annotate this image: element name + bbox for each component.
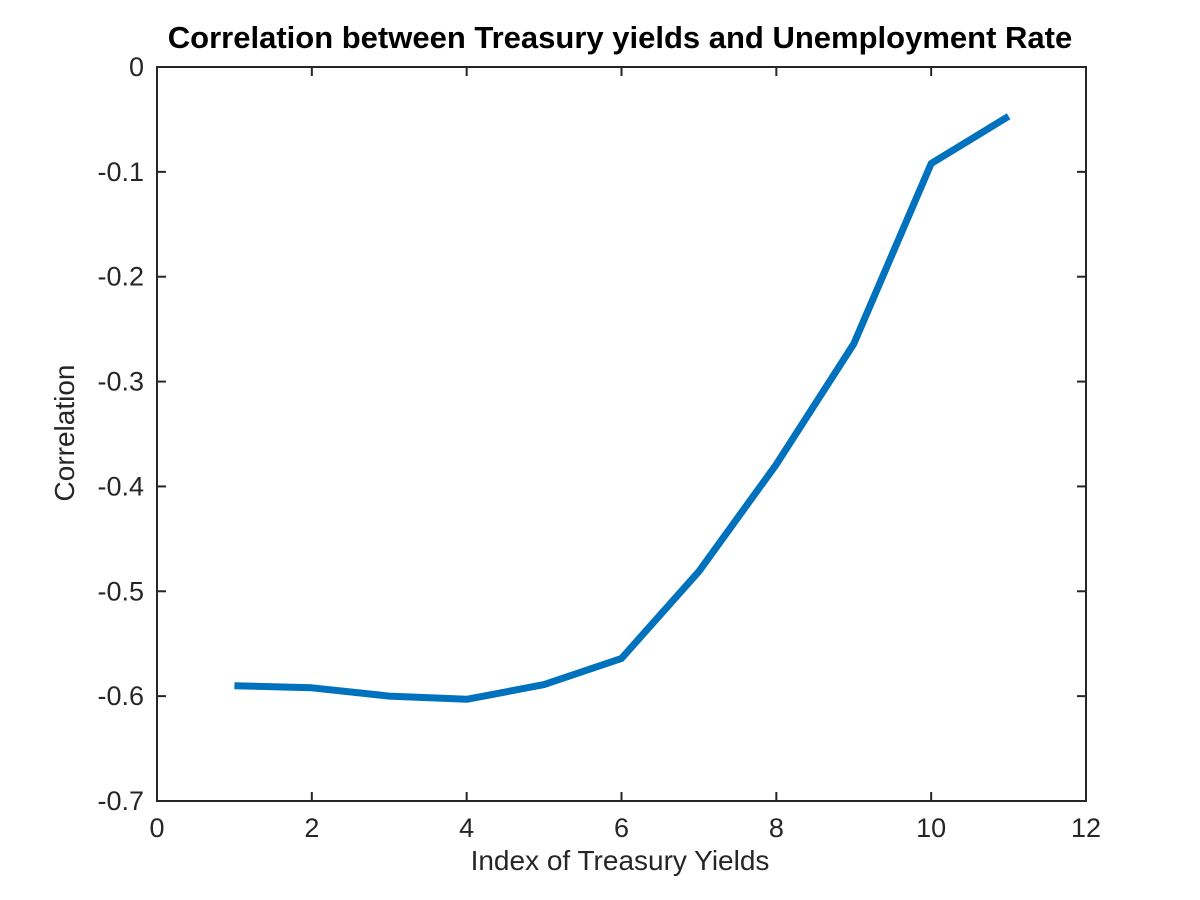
y-tick-label: -0.6: [97, 681, 144, 711]
x-tick-label: 10: [916, 813, 946, 843]
axes-box: [156, 66, 1087, 802]
y-tick-label: -0.3: [97, 367, 144, 397]
x-tick-label: 8: [769, 813, 784, 843]
y-tick-label: -0.2: [97, 262, 144, 292]
series-line: [234, 113, 1011, 703]
x-tick-label: 0: [149, 813, 164, 843]
plot-area: [156, 66, 1087, 802]
x-tick-label: 2: [304, 813, 319, 843]
x-axis-label: Index of Treasury Yields: [471, 845, 770, 876]
y-tick-label: 0: [129, 52, 144, 82]
axis-ticks: [156, 66, 1087, 802]
series-group: [234, 113, 1011, 703]
x-tick-label: 12: [1071, 813, 1101, 843]
x-tick-label: 6: [614, 813, 629, 843]
chart-title: Correlation between Treasury yields and …: [168, 20, 1072, 55]
tick-labels: 0 2 4 6 8 10 12 0 -0.1 -0.2 -0.3 -0.4 -0.5 -0.6 -0.7: [97, 52, 1101, 843]
y-tick-label: -0.1: [97, 157, 144, 187]
y-tick-label: -0.4: [97, 471, 144, 501]
y-tick-label: -0.5: [97, 576, 144, 606]
x-tick-label: 4: [459, 813, 474, 843]
y-axis-label: Correlation: [49, 365, 80, 502]
y-tick-label: -0.7: [97, 786, 144, 816]
